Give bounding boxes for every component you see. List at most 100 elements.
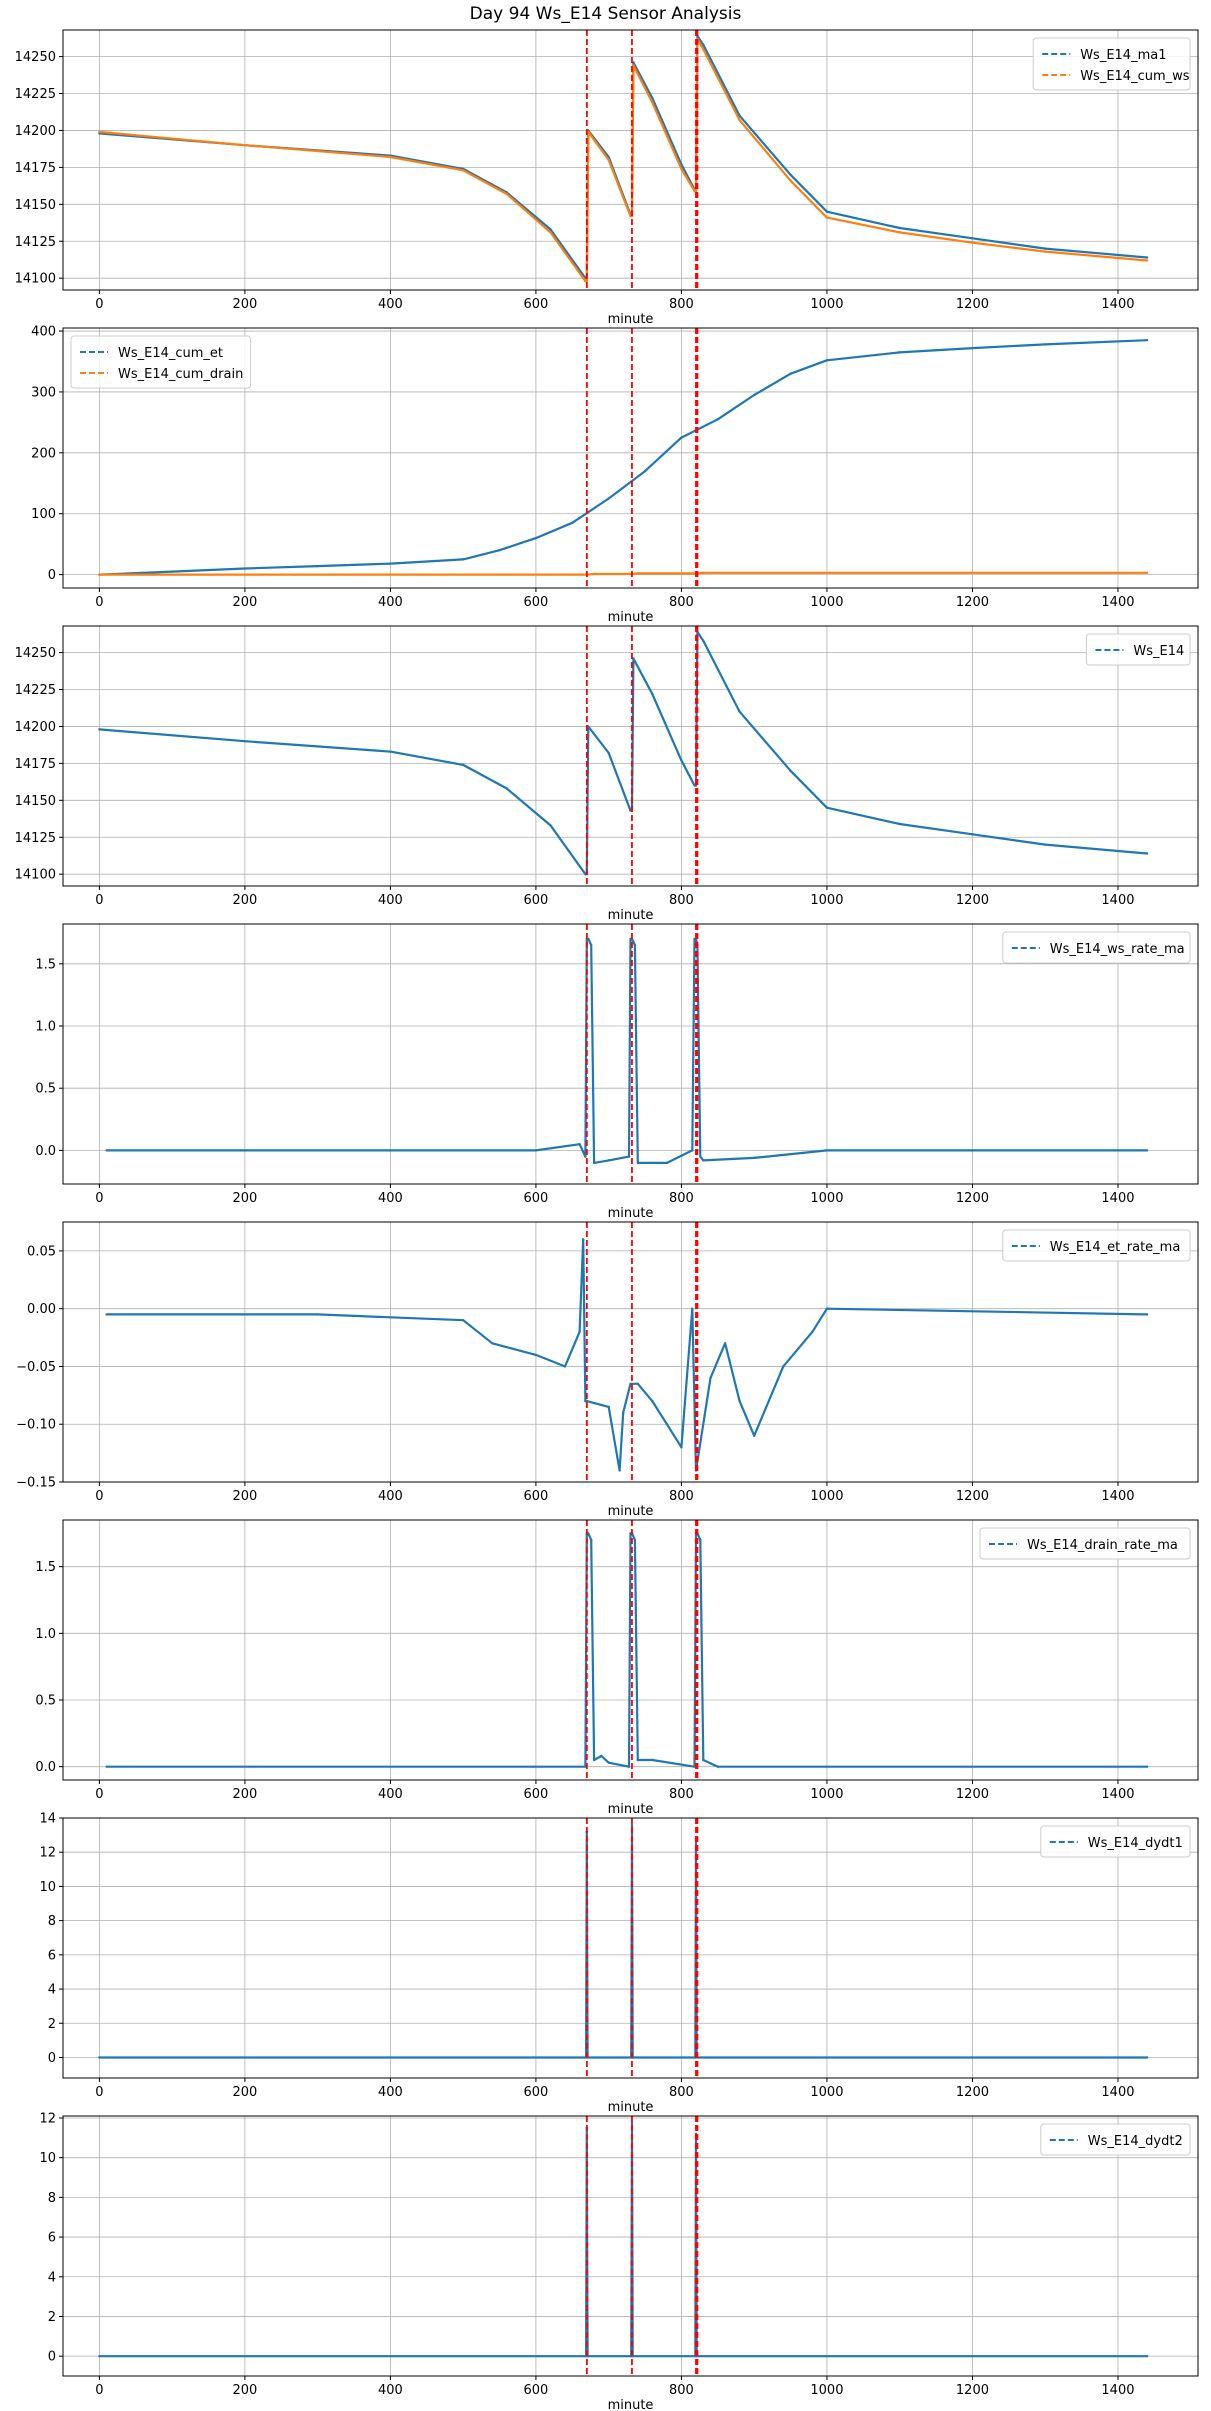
- data-point: [607, 1405, 610, 1409]
- data-point: [680, 759, 683, 762]
- data-point: [738, 118, 741, 122]
- y-tick-label: 0: [48, 2350, 56, 2365]
- data-point: [898, 226, 901, 230]
- data-point: [98, 130, 101, 134]
- x-tick-label: 600: [524, 1191, 549, 1206]
- x-axis-label: minute: [608, 312, 654, 327]
- legend-box: [979, 1527, 1191, 1560]
- x-tick-label: 1000: [810, 1787, 843, 1802]
- x-tick-label: 400: [378, 1191, 403, 1206]
- series-line-Ws_E14_et_rate_ma: [106, 1238, 1148, 1472]
- y-tick-label: 100: [31, 507, 56, 522]
- data-point: [789, 173, 792, 176]
- x-tick-label: 0: [95, 1191, 103, 1206]
- x-tick-label: 600: [524, 595, 549, 610]
- x-tick-label: 0: [95, 595, 103, 610]
- data-point: [534, 1353, 538, 1357]
- page-title: Day 94 Ws_E14 Sensor Analysis: [469, 4, 742, 24]
- legend-box: [1032, 37, 1191, 91]
- series-line-Ws_E14_ws_rate_ma: [106, 937, 1148, 1165]
- data-point: [585, 279, 589, 283]
- y-tick-label: −0.15: [16, 1476, 56, 1491]
- y-tick-label: 2: [48, 2017, 56, 2032]
- y-tick-label: 14: [39, 1812, 56, 1827]
- series-line-Ws_E14_ma1: [99, 34, 1148, 280]
- y-tick-label: 0.5: [35, 1694, 56, 1709]
- data-point: [825, 1149, 829, 1152]
- y-tick-label: 0.0: [35, 1760, 56, 1775]
- data-point: [651, 96, 654, 100]
- data-point: [389, 155, 392, 159]
- data-point: [607, 497, 610, 500]
- y-tick-label: 0.5: [35, 1082, 56, 1097]
- data-point: [549, 231, 552, 234]
- data-point: [578, 1142, 581, 1146]
- data-point: [461, 1319, 465, 1322]
- legend: Ws_E14: [1085, 633, 1191, 666]
- data-point: [694, 189, 698, 193]
- data-point: [723, 1342, 727, 1345]
- data-point: [389, 750, 392, 753]
- y-tick-label: 1.5: [35, 1560, 56, 1575]
- x-axis-label: minute: [608, 1206, 654, 1221]
- axes-frame: [62, 327, 1199, 589]
- data-point: [898, 231, 901, 234]
- data-point: [789, 179, 792, 182]
- data-point: [630, 1823, 634, 1827]
- x-tick-label: 1200: [956, 2085, 989, 2100]
- x-tick-label: 400: [378, 595, 403, 610]
- data-point: [782, 1365, 785, 1368]
- data-point: [1044, 343, 1047, 346]
- legend-box: [1040, 2123, 1191, 2156]
- x-tick-label: 0: [95, 1489, 103, 1504]
- y-tick-label: 1.5: [35, 957, 56, 972]
- data-point: [534, 1149, 538, 1152]
- plot-area: [105, 1520, 1149, 1780]
- x-tick-label: 0: [95, 297, 103, 312]
- data-point: [752, 1156, 756, 1160]
- data-point: [1044, 250, 1047, 253]
- data-point: [98, 2056, 101, 2059]
- data-point: [665, 1423, 669, 1426]
- axes-frame: [62, 2115, 1199, 2377]
- y-tick-label: 14225: [15, 87, 56, 102]
- y-tick-label: 0: [48, 568, 56, 583]
- data-point: [98, 2354, 101, 2358]
- legend-label: Ws_E14_cum_ws: [1080, 69, 1190, 84]
- data-point: [585, 1399, 589, 1403]
- data-point: [716, 418, 720, 421]
- x-tick-label: 1400: [1101, 1787, 1134, 1802]
- data-point: [243, 740, 247, 743]
- data-point: [534, 536, 538, 540]
- x-axis-label: minute: [608, 2398, 654, 2411]
- legend: Ws_E14_dydt1: [1040, 1825, 1191, 1858]
- x-tick-label: 0: [95, 2383, 103, 2398]
- data-point: [636, 1161, 639, 1165]
- legend-box: [1040, 1825, 1191, 1858]
- y-tick-label: 200: [31, 446, 56, 461]
- x-tick-label: 600: [524, 2085, 549, 2100]
- data-point: [316, 1313, 319, 1316]
- y-tick-label: 14175: [15, 161, 56, 176]
- data-point: [571, 521, 574, 525]
- data-point: [702, 1758, 705, 1762]
- legend-box: [1085, 633, 1191, 666]
- data-point: [1145, 2354, 1149, 2358]
- x-tick-label: 200: [232, 893, 257, 908]
- series-line-Ws_E14_dydt1: [99, 1823, 1148, 2059]
- data-point: [607, 1761, 610, 1764]
- subplot-5: 0 200 400 600 800 1000 1200 1400 −0.15 −0.10 −0.05…: [16, 1221, 1199, 1519]
- series-line-Ws_E14_cum_ws: [99, 37, 1148, 283]
- y-tick-label: 14250: [15, 646, 56, 661]
- x-tick-label: 400: [378, 1787, 403, 1802]
- series-line-Ws_E14_drain_rate_ma: [106, 1532, 1148, 1768]
- legend: Ws_E14_et_rate_ma: [1002, 1229, 1191, 1262]
- y-tick-label: 0: [48, 2051, 56, 2066]
- subplot-7: 0 200 400 600 800 1000 1200 1400 0 2 4 6 8 10 12 14 minu…: [39, 1812, 1199, 2115]
- axes-frame: [62, 1817, 1199, 2079]
- x-tick-label: 200: [232, 297, 257, 312]
- y-tick-label: 4: [48, 1983, 56, 1998]
- y-tick-label: 0.0: [35, 1144, 56, 1159]
- data-point: [461, 169, 465, 172]
